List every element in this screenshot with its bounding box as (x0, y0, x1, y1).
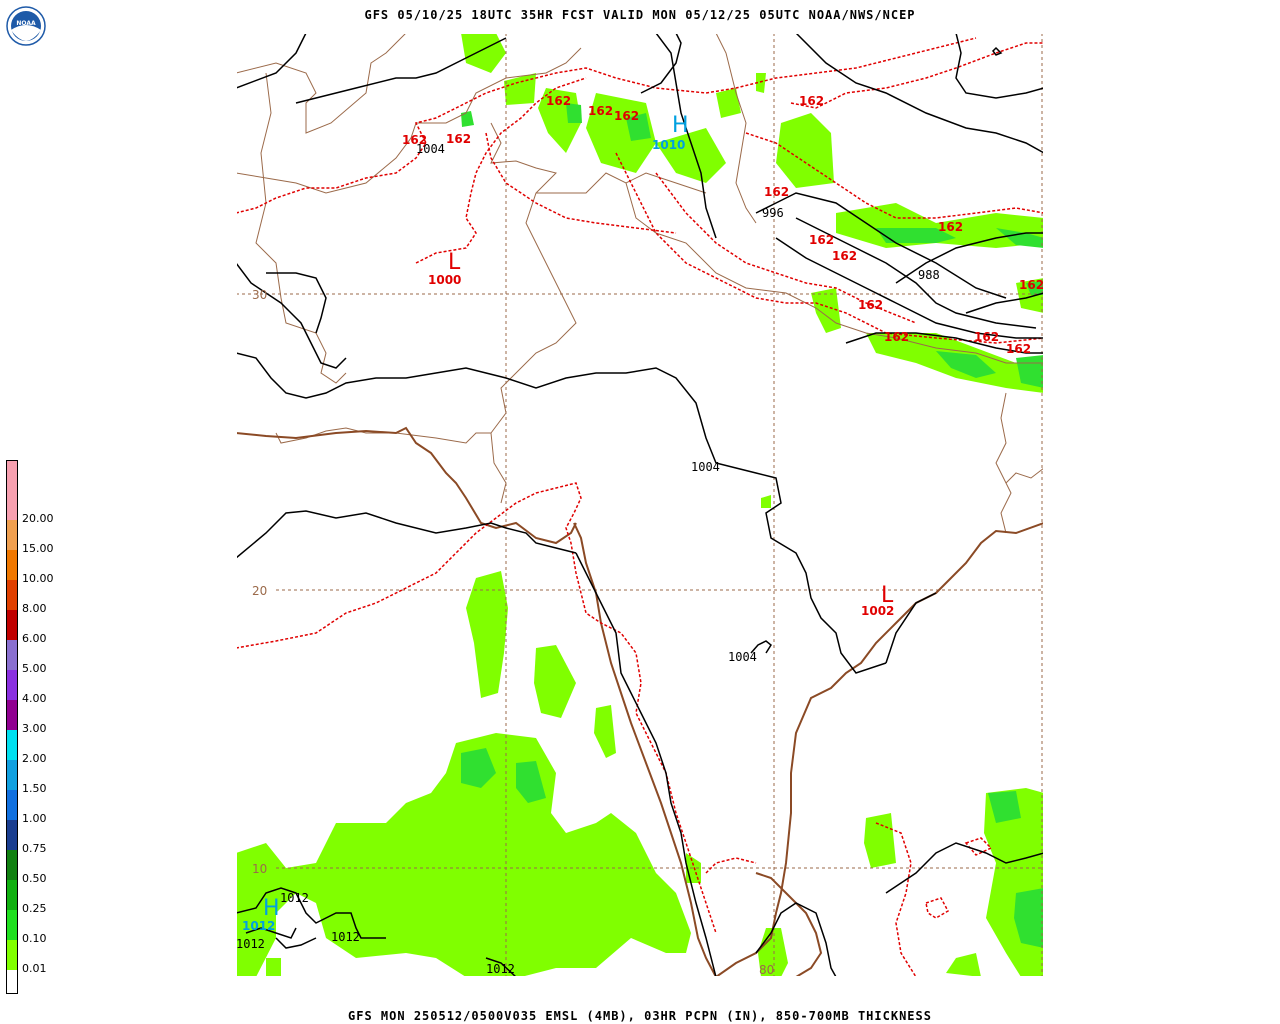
legend-swatch (6, 490, 18, 520)
svg-text:162: 162 (938, 220, 963, 234)
legend-label: 20.00 (22, 512, 54, 525)
svg-text:1010: 1010 (652, 138, 685, 152)
svg-text:1002: 1002 (861, 604, 894, 618)
legend-swatch (6, 520, 18, 550)
thickness-contours (236, 37, 1044, 977)
grid-label-lon80: 80 (759, 963, 774, 977)
precip-legend: 20.00 15.00 10.00 8.00 6.00 5.00 4.00 3.00 2.00 1… (6, 460, 66, 994)
svg-text:162: 162 (884, 330, 909, 344)
pressure-centers: H 1010 L 1000 L 1002 H 1012 (242, 113, 894, 933)
svg-text:1012: 1012 (486, 962, 515, 976)
svg-text:L: L (448, 250, 461, 275)
isobar-labels: 1004 996 988 1004 1004 1012 1012 1012 10… (236, 142, 940, 976)
legend-swatch (6, 760, 18, 790)
legend-label: 15.00 (22, 542, 54, 555)
legend-label: 3.00 (22, 722, 47, 735)
legend-label: 0.75 (22, 842, 47, 855)
svg-text:H: H (263, 896, 280, 921)
legend-swatch (6, 460, 18, 490)
legend-swatch (6, 610, 18, 640)
legend-swatch (6, 880, 18, 910)
svg-text:162: 162 (546, 94, 571, 108)
svg-text:162: 162 (446, 132, 471, 146)
legend-swatch (6, 850, 18, 880)
svg-text:1012: 1012 (242, 919, 275, 933)
legend-swatch (6, 640, 18, 670)
svg-text:162: 162 (974, 330, 999, 344)
svg-text:162: 162 (402, 133, 427, 147)
grid-label-lat20: 20 (252, 584, 267, 598)
svg-text:1004: 1004 (728, 650, 757, 664)
low-center-east: L 1002 (861, 583, 894, 618)
svg-text:988: 988 (918, 268, 940, 282)
svg-text:162: 162 (588, 104, 613, 118)
map-footer: GFS MON 250512/0500V035 EMSL (4MB), 03HR… (348, 1009, 932, 1023)
legend-swatch (6, 550, 18, 580)
svg-text:NOAA: NOAA (16, 20, 36, 27)
high-center-south: H 1012 (242, 896, 280, 933)
legend-label: 0.01 (22, 962, 47, 975)
svg-text:1012: 1012 (331, 930, 360, 944)
svg-text:162: 162 (799, 94, 824, 108)
legend-swatch (6, 970, 18, 994)
legend-swatch (6, 700, 18, 730)
svg-text:162: 162 (858, 298, 883, 312)
legend-label: 10.00 (22, 572, 54, 585)
svg-text:1012: 1012 (236, 937, 265, 951)
svg-text:162: 162 (1006, 342, 1031, 356)
legend-label: 2.00 (22, 752, 47, 765)
low-center-west: L 1000 (428, 250, 461, 287)
map-title: GFS 05/10/25 18UTC 35HR FCST VALID MON 0… (364, 8, 916, 22)
svg-text:H: H (672, 113, 689, 138)
legend-label: 1.50 (22, 782, 47, 795)
precip-heavy-areas (461, 103, 1044, 948)
high-center-north: H 1010 (652, 113, 689, 152)
legend-label: 5.00 (22, 662, 47, 675)
legend-swatch (6, 580, 18, 610)
legend-label: 6.00 (22, 632, 47, 645)
legend-label: 0.50 (22, 872, 47, 885)
svg-text:1000: 1000 (428, 273, 461, 287)
grid-label-lat10: 10 (252, 862, 267, 876)
legend-label: 0.25 (22, 902, 47, 915)
legend-swatch (6, 820, 18, 850)
precip-areas (236, 33, 1044, 977)
isobars (236, 33, 1044, 977)
svg-text:996: 996 (762, 206, 784, 220)
legend-swatch (6, 940, 18, 970)
svg-text:1012: 1012 (280, 891, 309, 905)
legend-swatch (6, 790, 18, 820)
svg-text:1004: 1004 (416, 142, 445, 156)
legend-label: 4.00 (22, 692, 47, 705)
grid-label-lat30: 30 (252, 288, 267, 302)
svg-text:162: 162 (832, 249, 857, 263)
legend-swatch (6, 910, 18, 940)
coastlines (236, 426, 1044, 977)
legend-label: 1.00 (22, 812, 47, 825)
svg-text:162: 162 (764, 185, 789, 199)
svg-text:1004: 1004 (691, 460, 720, 474)
noaa-logo-icon: NOAA (6, 6, 46, 46)
legend-label: 8.00 (22, 602, 47, 615)
legend-swatch (6, 670, 18, 700)
legend-label: 0.10 (22, 932, 47, 945)
weather-map: 30 20 10 80 1004 996 988 1004 1004 1012 … (236, 33, 1044, 977)
svg-text:162: 162 (614, 109, 639, 123)
svg-text:162: 162 (809, 233, 834, 247)
map-frame (236, 33, 1044, 977)
lat-lon-grid (236, 33, 1044, 977)
thickness-labels: 162 162 162 162 162 162 162 162 162 162 … (402, 94, 1044, 356)
svg-text:162: 162 (1019, 278, 1044, 292)
map-canvas: 30 20 10 80 1004 996 988 1004 1004 1012 … (236, 33, 1044, 977)
svg-text:L: L (881, 583, 894, 608)
grid-labels: 30 20 10 80 (252, 288, 774, 977)
legend-swatch (6, 730, 18, 760)
